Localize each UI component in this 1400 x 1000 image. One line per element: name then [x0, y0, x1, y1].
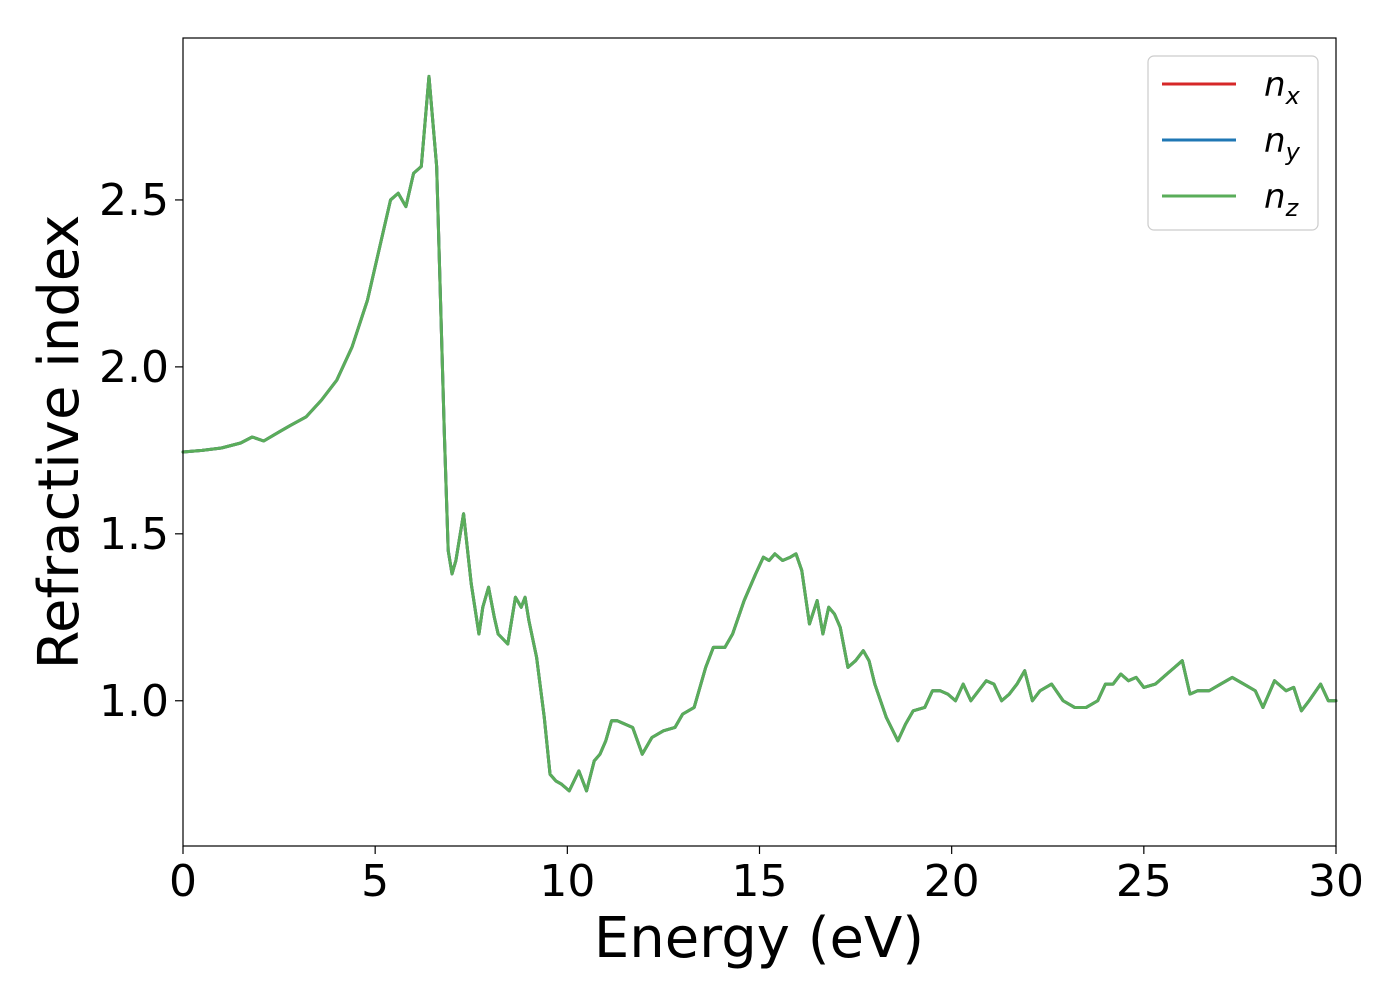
legend-label-n-y: ny [1264, 121, 1301, 166]
y-axis-ticks: 1.0 1.5 2.0 2.5 [99, 175, 183, 727]
legend-subscript: y [1285, 138, 1301, 166]
x-tick-label: 30 [1308, 856, 1364, 907]
legend-subscript: z [1285, 194, 1300, 222]
y-tick-label: 1.0 [99, 676, 169, 727]
y-axis-label: Refractive index [27, 215, 92, 670]
y-tick-label: 2.0 [99, 342, 169, 393]
x-tick-label: 0 [169, 856, 197, 907]
legend-label-n-x: nx [1264, 65, 1301, 110]
series-line-n-z [181, 74, 1338, 793]
legend-label-n-z: nz [1264, 177, 1300, 222]
y-tick-label: 2.5 [99, 175, 169, 226]
y-tick-label: 1.5 [99, 509, 169, 560]
legend-symbol: n [1264, 121, 1286, 161]
x-tick-label: 25 [1116, 856, 1172, 907]
x-tick-label: 10 [539, 856, 595, 907]
x-tick-label: 15 [732, 856, 788, 907]
x-tick-label: 20 [924, 856, 980, 907]
series-layer [181, 74, 1338, 793]
legend-symbol: n [1264, 177, 1286, 217]
legend-subscript: x [1285, 82, 1301, 110]
x-tick-label: 5 [361, 856, 389, 907]
legend-symbol: n [1264, 65, 1286, 105]
x-axis-ticks: 0 5 10 15 20 25 30 [169, 846, 1364, 907]
x-axis-label: Energy (eV) [594, 906, 924, 971]
legend-box [1147, 55, 1319, 231]
